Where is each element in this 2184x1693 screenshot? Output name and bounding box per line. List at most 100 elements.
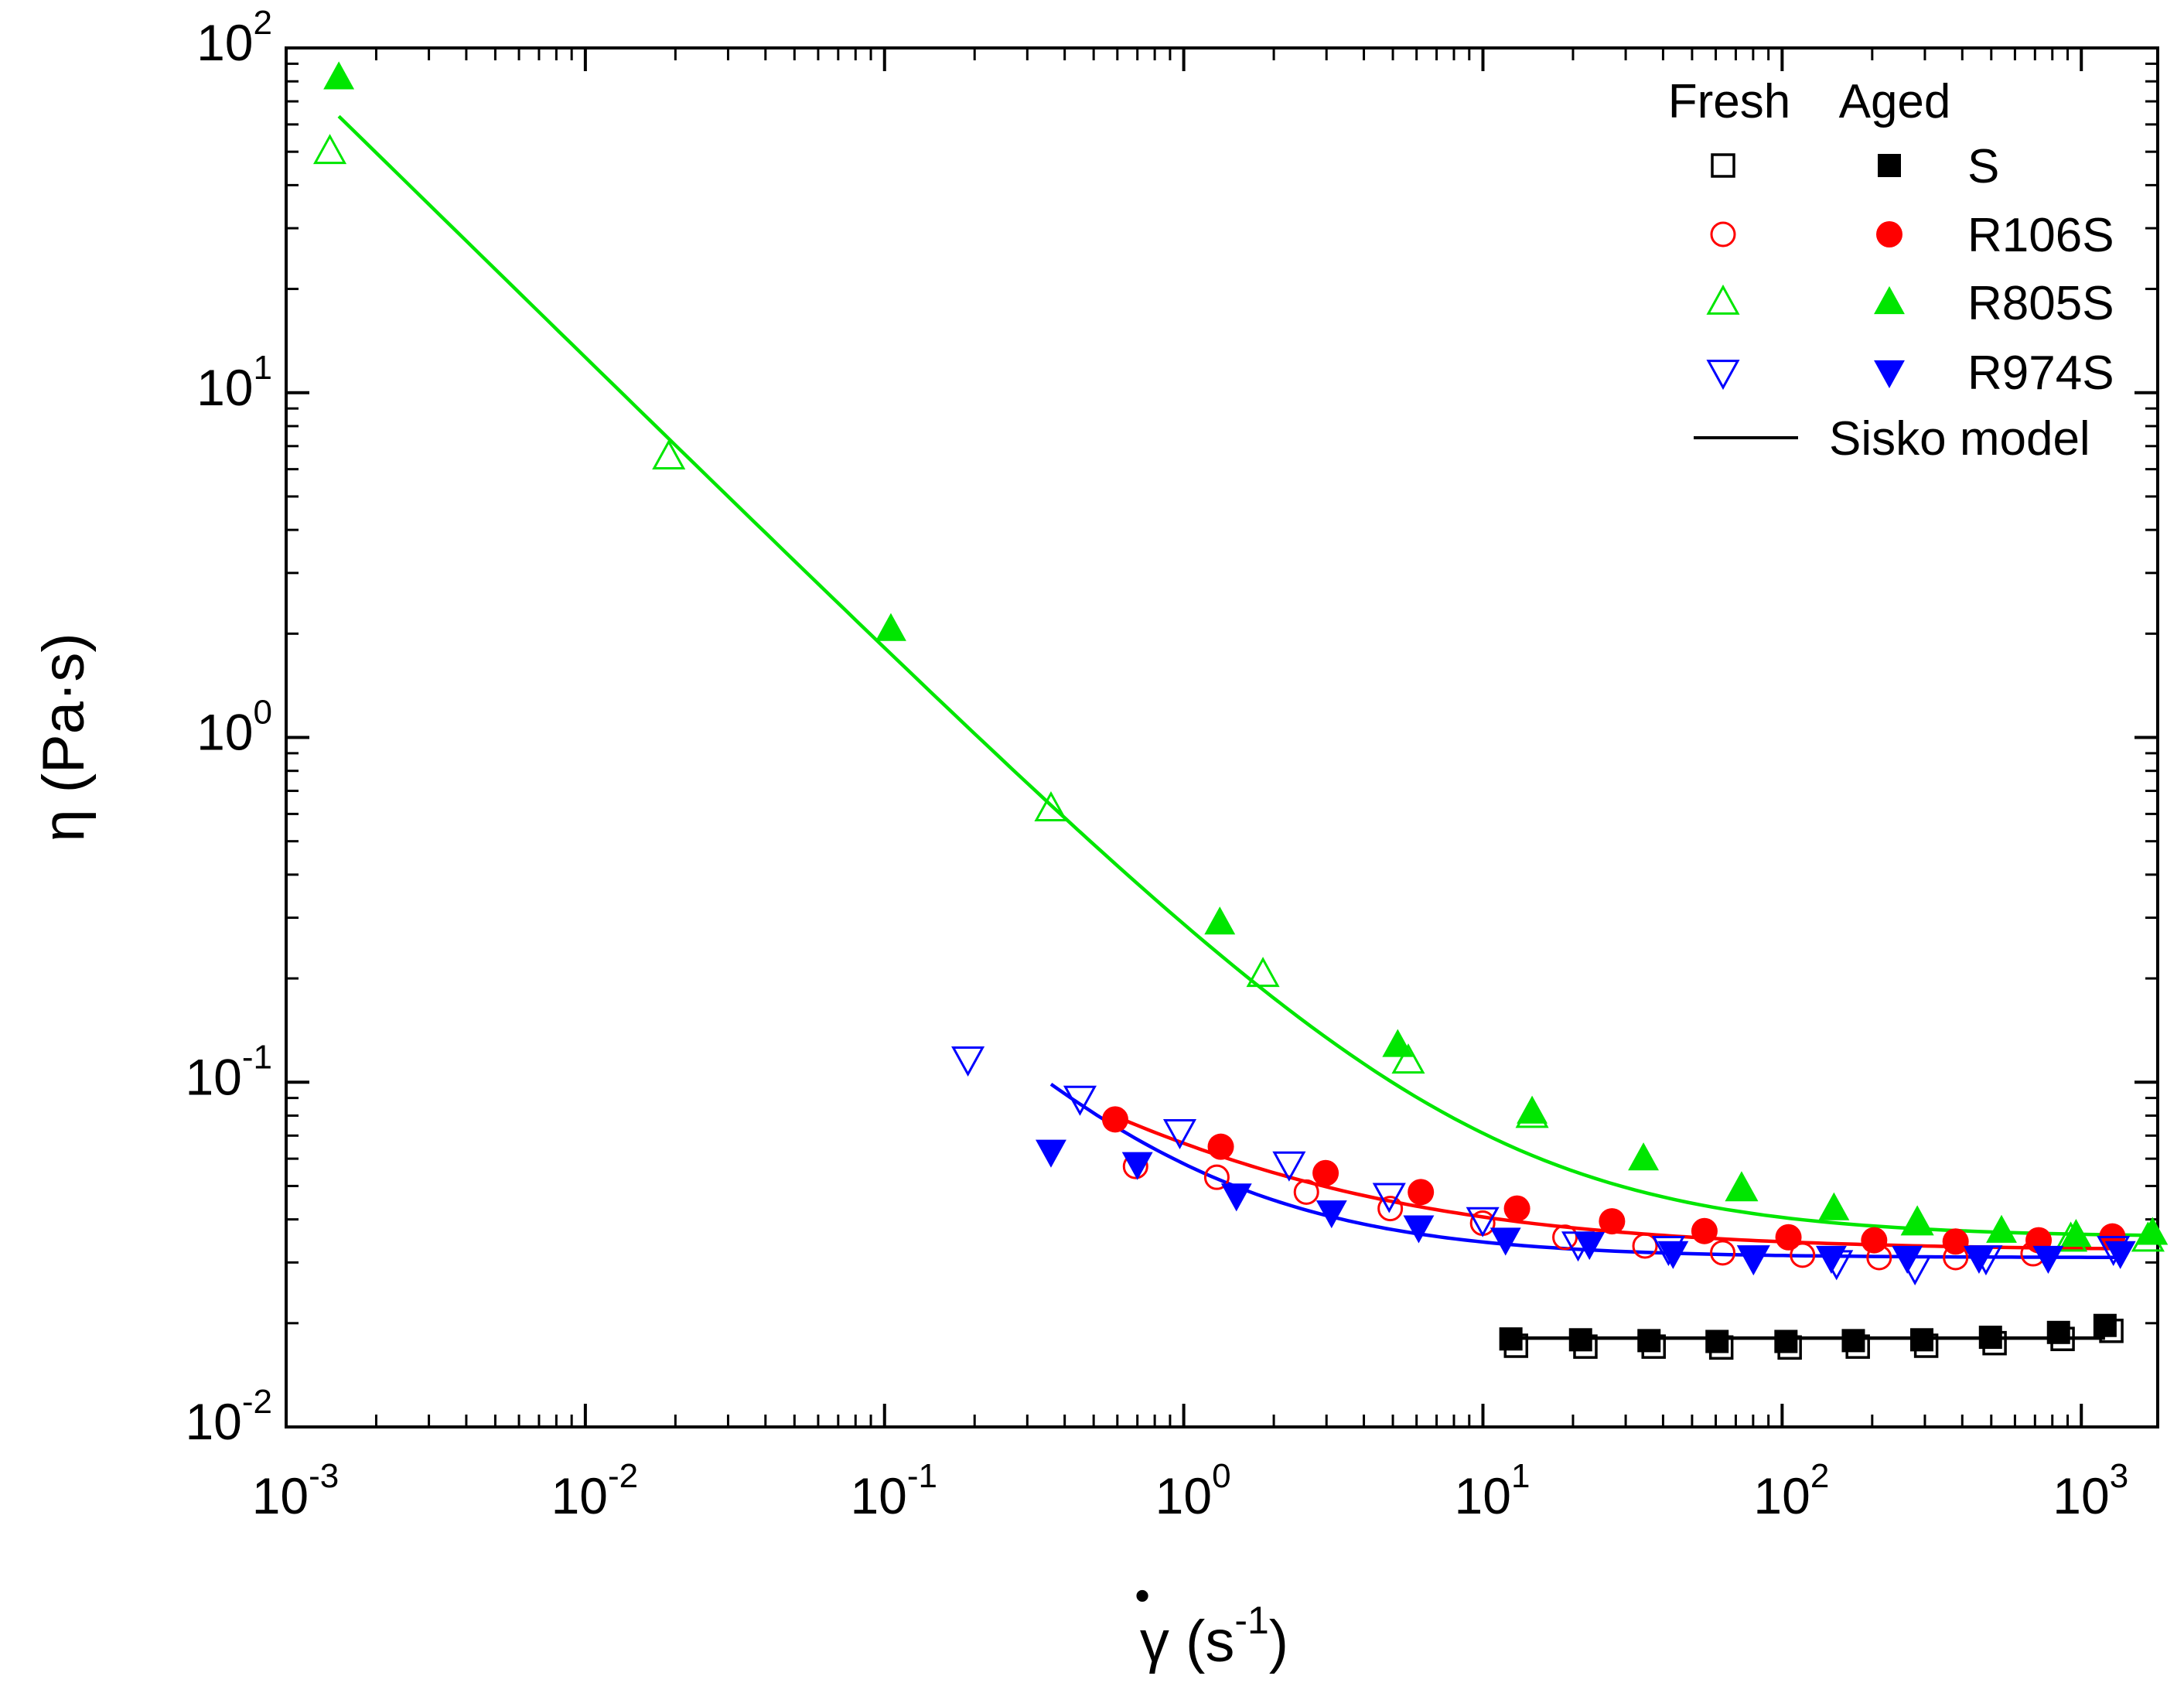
legend-header-fresh: Fresh (1668, 75, 1790, 128)
x-axis-title: γ (s-1) (1140, 1599, 1288, 1674)
point-fresh-r805s (1034, 790, 1068, 821)
point-aged-s (1499, 1327, 1523, 1351)
point-fresh-r106s (1469, 1210, 1496, 1237)
point-fresh-r106s (1293, 1179, 1319, 1205)
legend-label-r106s: R106S (1967, 209, 2114, 262)
point-aged-r106s (1775, 1224, 1802, 1251)
point-aged-r805s (1517, 1095, 1548, 1124)
point-fresh-r805s (652, 439, 686, 470)
point-fresh-r805s (312, 134, 347, 165)
fit-line-r805s (337, 114, 2155, 1237)
point-aged-s (2046, 1320, 2070, 1344)
point-aged-r974s (2032, 1245, 2064, 1274)
point-fresh-r974s (951, 1046, 985, 1077)
point-aged-r974s (1220, 1183, 1252, 1212)
point-aged-r805s (2137, 1217, 2169, 1245)
point-aged-r974s (1963, 1245, 1995, 1274)
legend-label-model: Sisko model (1829, 412, 2090, 466)
point-fresh-r106s (1710, 1240, 1736, 1266)
point-aged-r106s (1312, 1159, 1339, 1186)
fit-layer (337, 114, 2155, 1340)
legend-marker-aged-r805s (1874, 286, 1905, 315)
point-fresh-r106s (1552, 1224, 1578, 1251)
point-aged-r974s (1036, 1139, 1066, 1168)
point-aged-r805s (1204, 906, 1236, 935)
point-aged-r974s (1892, 1245, 1923, 1274)
point-aged-r805s (1818, 1192, 1850, 1220)
legend-header-aged: Aged (1839, 75, 1951, 128)
point-fresh-r106s (1203, 1164, 1230, 1190)
y-tick-label: 10-2 (185, 1383, 272, 1450)
marker-layer (312, 61, 2169, 1360)
point-aged-s (1841, 1329, 1865, 1353)
point-fresh-r974s (1063, 1085, 1097, 1116)
point-aged-s (1978, 1326, 2002, 1350)
y-axis-title: η (Pa·s) (31, 633, 97, 841)
legend-marker-fresh-r106s (1710, 221, 1736, 247)
point-aged-r106s (1101, 1106, 1128, 1133)
point-fresh-r974s (1272, 1151, 1306, 1182)
plot-frame (285, 46, 2159, 1428)
point-aged-r805s (1726, 1172, 1758, 1201)
x-axis-title-dot: • (1135, 1571, 1150, 1620)
point-fresh-r106s (1377, 1196, 1404, 1222)
point-aged-r805s (1986, 1214, 2017, 1243)
point-aged-r805s (1628, 1142, 1660, 1171)
legend-marker-fresh-r974s (1706, 360, 1740, 391)
x-tick-label: 10-3 (252, 1457, 340, 1524)
point-aged-r106s (1207, 1133, 1234, 1160)
point-aged-s (1909, 1328, 1933, 1352)
legend-label-r974s: R974S (1967, 346, 2114, 400)
point-aged-r106s (1942, 1228, 1969, 1255)
point-aged-r106s (1691, 1217, 1718, 1244)
point-fresh-r106s (1632, 1233, 1658, 1259)
point-aged-r974s (1574, 1231, 1606, 1261)
axes-layer (285, 46, 2159, 1428)
point-fresh-r805s (1246, 957, 1280, 988)
x-tick-label: 10-1 (850, 1457, 937, 1524)
legend-marker-aged-r106s (1876, 221, 1902, 247)
x-tick-label: 101 (1455, 1457, 1531, 1524)
legend-label-s: S (1967, 140, 1999, 193)
point-fresh-r805s (1391, 1043, 1425, 1074)
point-aged-s (1774, 1329, 1798, 1353)
point-aged-r106s (1503, 1195, 1531, 1222)
point-aged-s (1705, 1329, 1729, 1353)
point-aged-r974s (2104, 1241, 2136, 1269)
legend-marker-fresh-s (1711, 153, 1735, 178)
point-aged-s (1568, 1328, 1592, 1352)
x-tick-label: 103 (2053, 1457, 2128, 1524)
y-tick-label: 100 (196, 694, 272, 761)
y-tick-label: 102 (196, 4, 272, 71)
legend-label-r805s: R805S (1967, 277, 2114, 330)
legend-marker-aged-r974s (1874, 360, 1905, 388)
x-tick-label: 10-2 (551, 1457, 639, 1524)
axis-labels: 10-3 10-2 10-1 100 101 102 103 10-2 10-1 100 101 10… (31, 4, 2128, 1674)
x-tick-label: 100 (1155, 1457, 1231, 1524)
point-aged-s (1637, 1329, 1661, 1353)
point-aged-r805s (2060, 1219, 2092, 1248)
point-fresh-r974s (1162, 1118, 1197, 1149)
point-fresh-r106s (1790, 1242, 1816, 1268)
point-aged-r974s (1316, 1200, 1347, 1229)
point-aged-r974s (1737, 1245, 1769, 1274)
point-aged-r974s (1816, 1245, 1847, 1274)
point-fresh-r974s (1372, 1183, 1406, 1213)
point-aged-r974s (1657, 1241, 1689, 1269)
point-aged-r974s (1490, 1227, 1521, 1256)
point-aged-s (2093, 1313, 2117, 1337)
point-aged-r805s (875, 613, 906, 641)
point-aged-r974s (1403, 1215, 1435, 1244)
point-fresh-r974s (1466, 1207, 1500, 1237)
point-aged-r805s (323, 61, 355, 90)
legend-marker-fresh-r805s (1706, 284, 1740, 315)
x-tick-label: 102 (1753, 1457, 1829, 1524)
point-aged-r805s (1382, 1029, 1414, 1057)
point-aged-r106s (1861, 1227, 1888, 1254)
legend: Fresh Aged S R106S R805S R974S Sisko model (1668, 75, 2114, 466)
point-aged-r106s (1599, 1208, 1626, 1235)
y-tick-label: 101 (196, 349, 272, 416)
point-aged-r805s (1902, 1207, 1933, 1235)
